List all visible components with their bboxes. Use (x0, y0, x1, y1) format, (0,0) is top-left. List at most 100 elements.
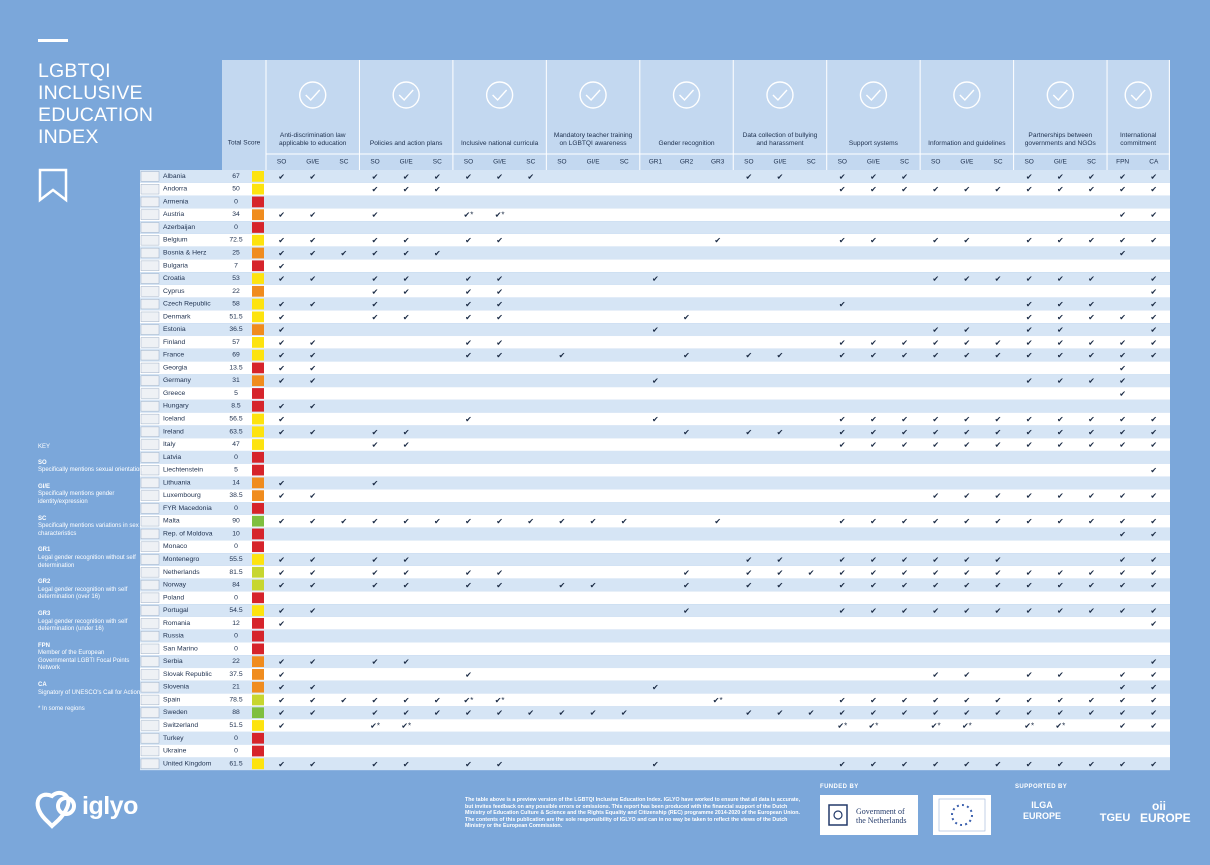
score: 67 (232, 173, 240, 180)
check: ✔ (777, 351, 784, 360)
country-name: Monaco (163, 543, 187, 550)
check: ✔ (870, 555, 877, 564)
check: ✔ (652, 326, 659, 335)
row-bg (140, 323, 1170, 337)
check: ✔ (777, 709, 784, 718)
country-name: Liechtenstein (163, 467, 203, 474)
country-name: Norway (163, 582, 187, 589)
row-bg (140, 565, 1170, 579)
check: ✔ (1026, 670, 1033, 679)
score-swatch (252, 732, 264, 744)
check: ✔ (372, 568, 379, 577)
check: ✔ (1150, 581, 1157, 590)
check: ✔ (559, 709, 566, 718)
key-code: GR2 (38, 579, 51, 586)
column-header: SO (931, 159, 940, 166)
score: 63.5 (229, 428, 242, 435)
check: ✔ (964, 428, 971, 437)
score-swatch (252, 183, 264, 195)
column-header: GI/E (587, 159, 601, 166)
check: ✔ (1026, 338, 1033, 347)
score: 38.5 (229, 492, 242, 499)
score-swatch (252, 515, 264, 527)
check: ✔ (1057, 236, 1064, 245)
check: ✔ (901, 555, 908, 564)
country-name: Belgium (163, 237, 188, 244)
row-bg (140, 450, 1170, 464)
score: 0 (234, 645, 238, 652)
check: ✔ (278, 709, 285, 718)
check: ✔ (309, 492, 316, 501)
row-bg (140, 680, 1170, 694)
key-item: CA Signatory of UNESCO's Call for Action (38, 682, 143, 697)
key-text: Legal gender recognition with self deter… (38, 618, 128, 633)
key-item: SO Specifically mentions sexual orientati… (38, 460, 143, 475)
check: ✔ (465, 568, 472, 577)
check: ✔ (1119, 670, 1126, 679)
check: ✔ (745, 555, 752, 564)
check: ✔ (372, 287, 379, 296)
check: ✔ (1057, 313, 1064, 322)
column-header: CA (1149, 159, 1159, 166)
check: ✔ (1119, 313, 1126, 322)
check: ✔ (964, 760, 971, 769)
check: ✔ (870, 338, 877, 347)
check: ✔ (1026, 313, 1033, 322)
check: ✔ (745, 581, 752, 590)
row-bg (140, 284, 1170, 298)
score: 0 (234, 198, 238, 205)
check: ✔ (839, 517, 846, 526)
column-header: GI/E (306, 159, 320, 166)
check: ✔ (1119, 249, 1126, 258)
check: ✔ (932, 670, 939, 679)
score-swatch (252, 451, 264, 463)
check: ✔ (745, 568, 752, 577)
check: ✔ (777, 555, 784, 564)
country-name: Poland (163, 594, 184, 601)
check: ✔ (964, 326, 971, 335)
score-swatch (252, 260, 264, 272)
key-text: Legal gender recognition without self de… (38, 554, 136, 569)
check: ✔ (278, 555, 285, 564)
flag (140, 656, 160, 667)
check: ✔ (901, 185, 908, 194)
flag (140, 247, 160, 259)
check: ✔ (434, 517, 441, 526)
check: ✔ (1150, 428, 1157, 437)
check: ✔ (995, 351, 1002, 360)
bookmark-icon (38, 168, 68, 203)
column-header: GR3 (711, 159, 725, 166)
check: ✔ (964, 607, 971, 616)
column-header: SO (838, 159, 847, 166)
check: ✔ (403, 236, 410, 245)
group-icon (1046, 81, 1075, 109)
check: ✔ (839, 581, 846, 590)
row-bg (140, 195, 1170, 209)
check: ✔ (901, 581, 908, 590)
row-bg (140, 272, 1170, 285)
score: 0 (234, 505, 238, 512)
check: ✔ (870, 185, 877, 194)
flag (140, 516, 160, 527)
check: ✔ (839, 351, 846, 360)
check: ✔ (309, 236, 316, 245)
check: ✔ (652, 683, 659, 692)
check: ✔ (559, 517, 566, 526)
group-icon (299, 81, 327, 109)
row-bg (140, 233, 1170, 247)
key-text: Signatory of UNESCO's Call for Action (38, 689, 141, 696)
score: 0 (234, 454, 238, 461)
check: ✔ (839, 760, 846, 769)
check: ✔ (995, 492, 1002, 501)
check: ✔ (1088, 607, 1095, 616)
check: ✔ (777, 581, 784, 590)
check: ✔ (1057, 492, 1064, 501)
score-swatch (252, 707, 264, 719)
check: ✔ (901, 172, 908, 181)
key-item: GR2 Legal gender recognition with self de… (38, 579, 143, 602)
check: ✔ (496, 172, 503, 181)
check: ✔ (683, 428, 690, 437)
check: ✔ (1119, 236, 1126, 245)
row-bg (140, 425, 1170, 439)
row-bg (140, 463, 1170, 477)
